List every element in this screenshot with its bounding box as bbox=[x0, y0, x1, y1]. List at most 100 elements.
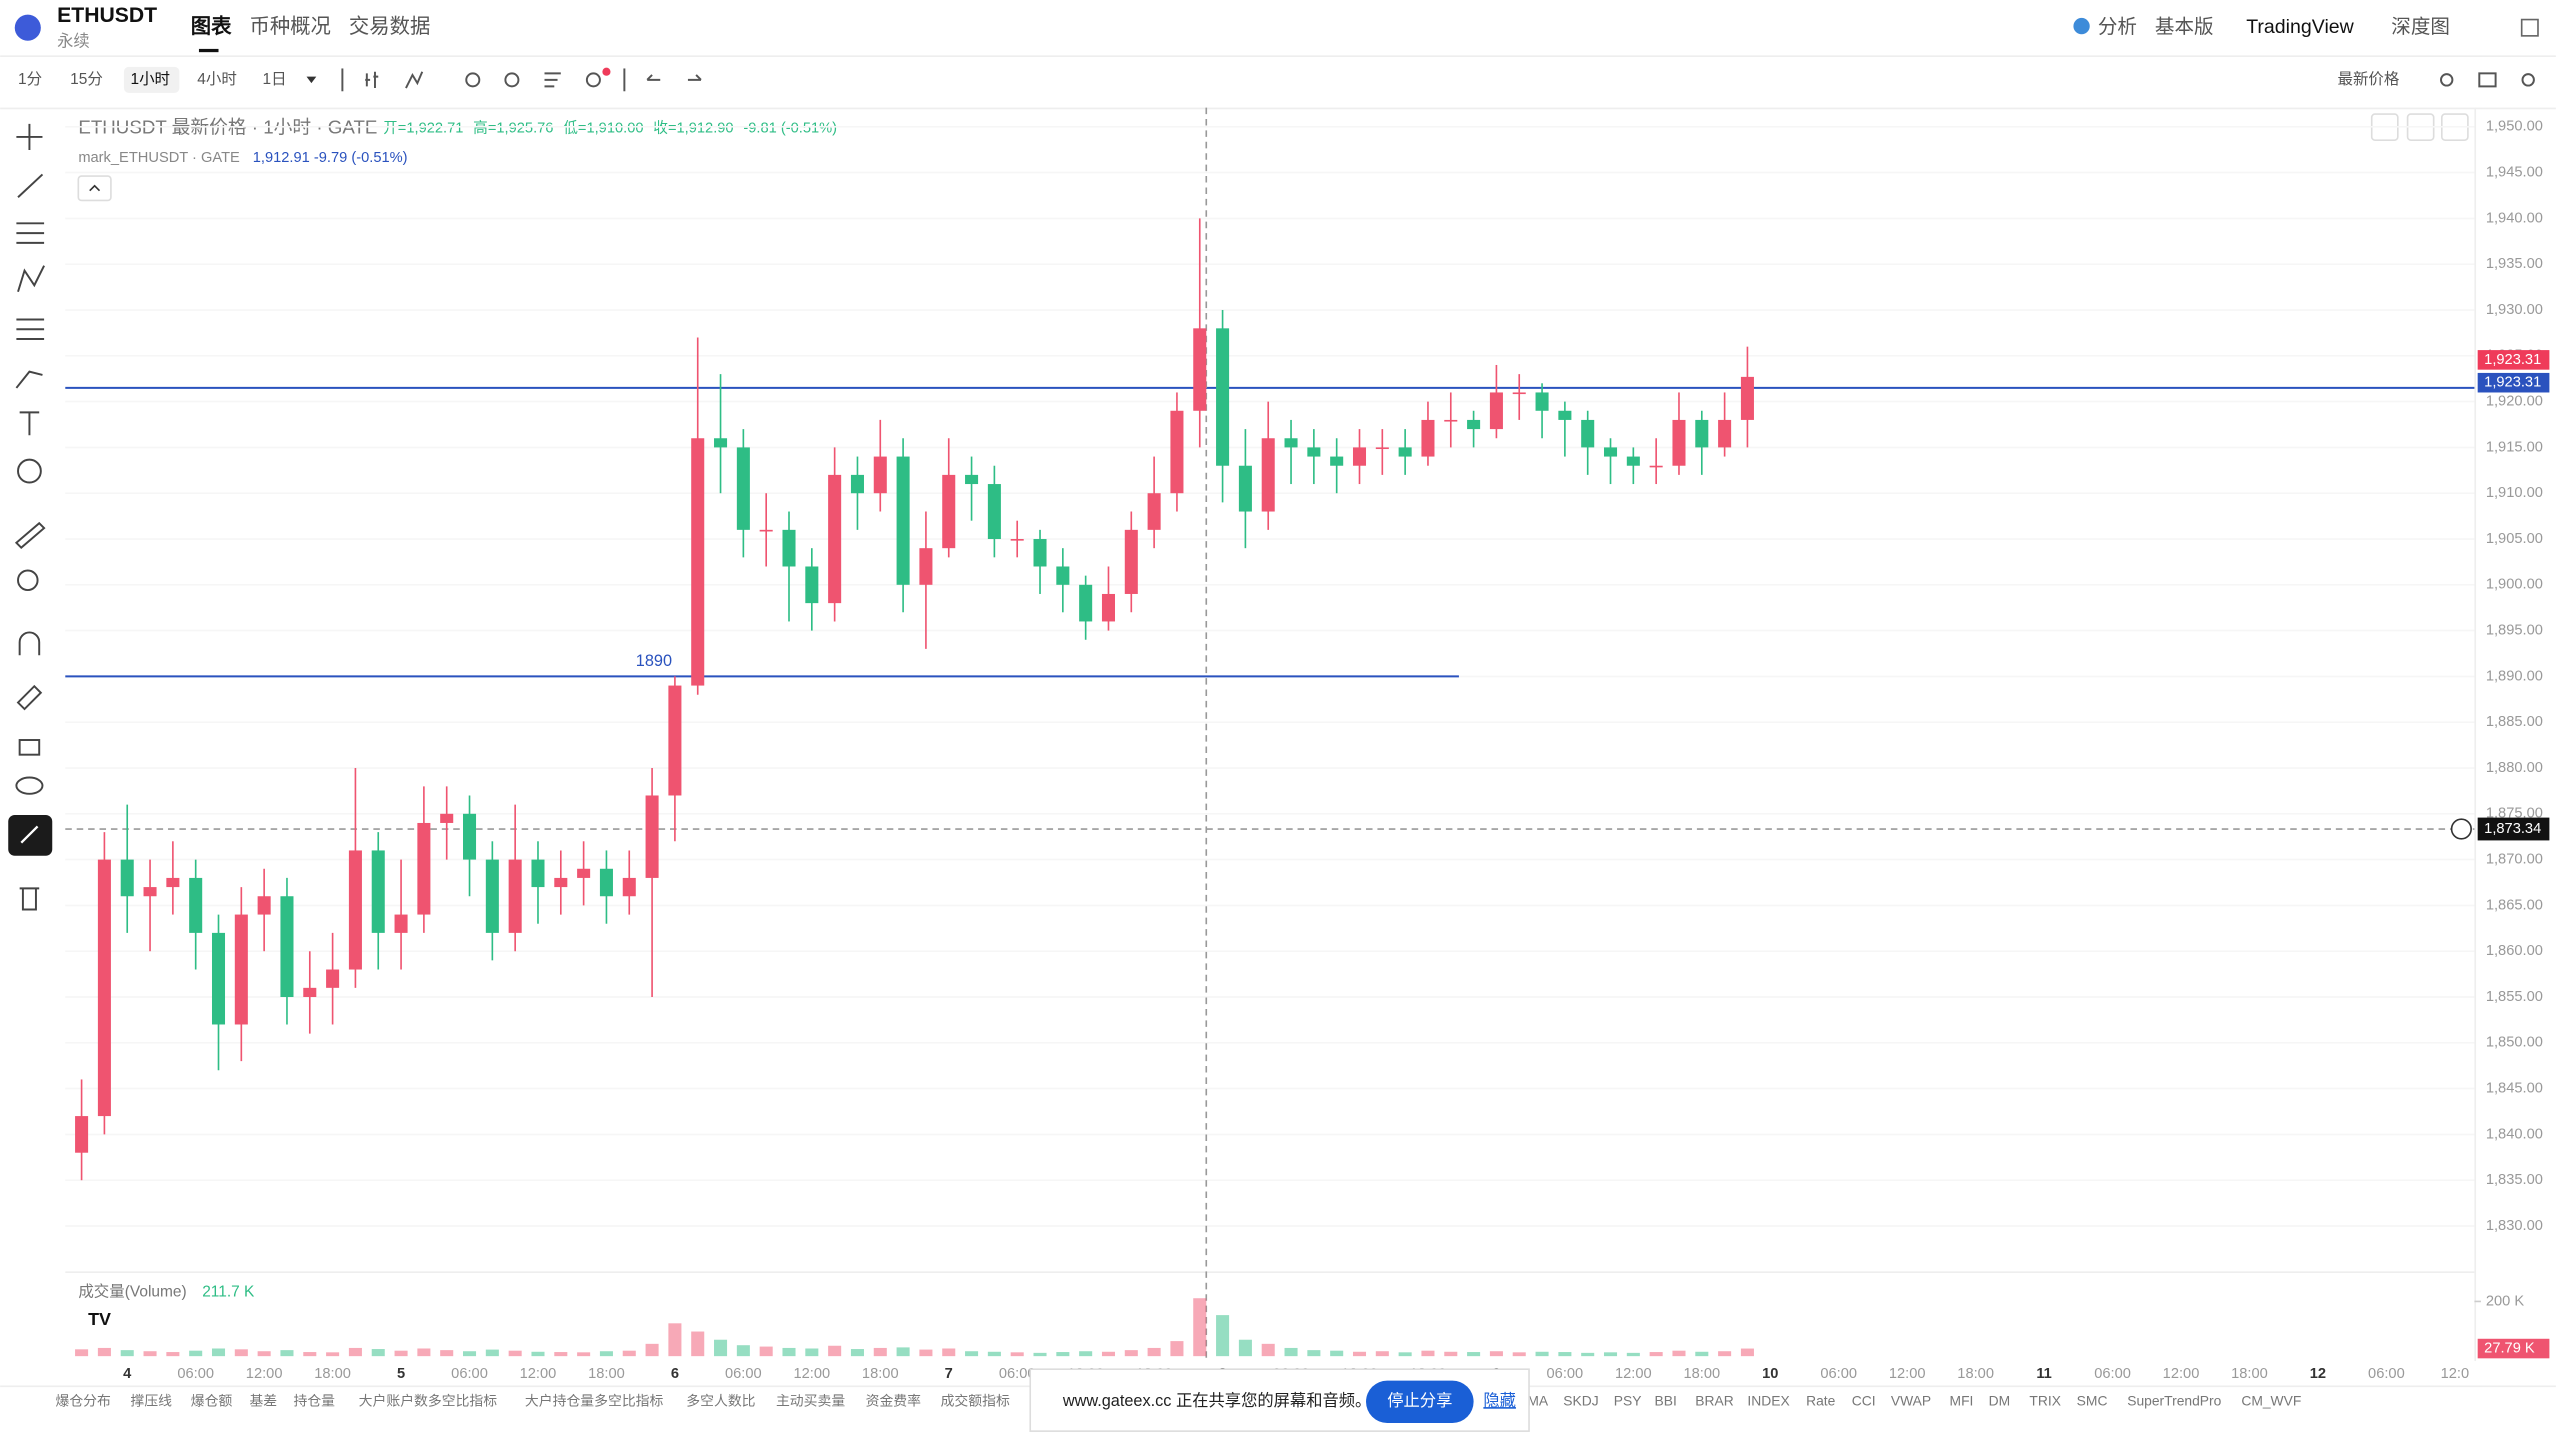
x-tick-label: 18:00 bbox=[862, 1366, 899, 1382]
candle-body bbox=[554, 877, 568, 888]
interval[interactable]: 1日 bbox=[263, 71, 287, 88]
top-link[interactable]: TradingView bbox=[2246, 16, 2354, 38]
volume-bar bbox=[1352, 1351, 1367, 1357]
volume-bar bbox=[1284, 1347, 1298, 1357]
y-tick-label: 1,880.00 bbox=[2486, 760, 2543, 776]
dropdown-icon[interactable] bbox=[306, 76, 317, 84]
y-tick-label: 1,940.00 bbox=[2486, 210, 2543, 226]
ohlc-label: 收=1,912.90 bbox=[653, 120, 733, 137]
volume-bar bbox=[1535, 1351, 1549, 1357]
ohlc-label: 高=1,925.76 bbox=[473, 120, 553, 137]
indicator[interactable]: VWAP bbox=[1891, 1392, 1931, 1408]
hide-link[interactable]: 隐藏 bbox=[1483, 1392, 1516, 1410]
x-tick-label: 12:0 bbox=[2441, 1366, 2470, 1382]
top-link[interactable]: 分析 bbox=[2098, 16, 2137, 38]
top-link[interactable]: 基本版 bbox=[2155, 16, 2214, 38]
candle-body bbox=[896, 456, 910, 585]
volume-bar bbox=[348, 1347, 362, 1357]
indicator[interactable]: Rate bbox=[1806, 1392, 1836, 1408]
fullscreen-icon[interactable] bbox=[2520, 18, 2539, 37]
tool-active[interactable] bbox=[8, 814, 53, 856]
indicator[interactable]: BBI bbox=[1655, 1392, 1677, 1408]
interval[interactable]: 4小时 bbox=[197, 70, 237, 88]
price-type[interactable]: 最新价格 bbox=[2337, 70, 2399, 88]
indicator[interactable]: 大户账户数多空比指标 bbox=[359, 1392, 498, 1408]
top-link[interactable]: 深度图 bbox=[2391, 16, 2450, 38]
indicator[interactable]: 撑压线 bbox=[130, 1392, 172, 1408]
tab[interactable]: 币种概况 bbox=[249, 15, 330, 38]
indicator[interactable]: PSY bbox=[1614, 1392, 1642, 1408]
indicator[interactable]: 持仓量 bbox=[293, 1392, 335, 1408]
indicator[interactable]: SKDJ bbox=[1563, 1392, 1598, 1408]
candle-body bbox=[166, 877, 180, 888]
candle-body bbox=[1444, 419, 1458, 422]
volume-tag-label: 27.79 K bbox=[2484, 1340, 2535, 1356]
candle-body bbox=[1330, 456, 1344, 466]
candle-body bbox=[508, 859, 522, 933]
candle-body bbox=[805, 566, 819, 604]
indicator[interactable]: 基差 bbox=[249, 1392, 277, 1408]
stop-label[interactable]: 停止分享 bbox=[1387, 1392, 1452, 1410]
interval[interactable]: 15分 bbox=[70, 70, 103, 88]
volume-bar bbox=[97, 1347, 111, 1357]
crosshair-plus bbox=[2450, 818, 2472, 840]
y-tick-label: 1,850.00 bbox=[2486, 1035, 2543, 1051]
candle-body bbox=[1421, 419, 1435, 457]
indicator[interactable]: CM_WVF bbox=[2241, 1392, 2301, 1408]
indicator[interactable]: 成交额指标 bbox=[941, 1392, 1010, 1408]
indicator[interactable]: MA bbox=[1527, 1392, 1549, 1408]
interval[interactable]: 1分 bbox=[18, 70, 42, 88]
indicator[interactable]: DM bbox=[1989, 1392, 2011, 1408]
volume-bar bbox=[896, 1347, 910, 1357]
indicator[interactable]: TRIX bbox=[2029, 1392, 2061, 1408]
x-tick-label: 06:00 bbox=[1820, 1366, 1857, 1382]
indicator[interactable]: MFI bbox=[1950, 1392, 1974, 1408]
volume-bar bbox=[1489, 1351, 1503, 1357]
interval[interactable]: 1小时 bbox=[130, 70, 170, 88]
volume-bar bbox=[234, 1349, 248, 1357]
indicator[interactable]: 爆仓分布 bbox=[56, 1392, 112, 1408]
volume-bar bbox=[326, 1352, 340, 1357]
analysis-icon bbox=[2073, 17, 2090, 35]
x-tick-label: 10 bbox=[1762, 1366, 1778, 1382]
indicator[interactable]: 多空人数比 bbox=[686, 1392, 755, 1408]
tab[interactable]: 交易数据 bbox=[349, 15, 430, 38]
indicator[interactable]: INDEX bbox=[1747, 1392, 1789, 1408]
candle-body bbox=[348, 850, 362, 970]
volume-bar bbox=[143, 1351, 157, 1357]
indicator[interactable]: BRAR bbox=[1695, 1392, 1733, 1408]
indicator[interactable]: 主动买卖量 bbox=[776, 1392, 845, 1408]
y-tick-label: 1,895.00 bbox=[2486, 622, 2543, 638]
candle-body bbox=[1010, 539, 1024, 541]
tab[interactable]: 图表 bbox=[191, 14, 232, 38]
volume-bar bbox=[919, 1349, 933, 1357]
volume-bar bbox=[805, 1348, 819, 1357]
candle-body bbox=[417, 822, 431, 915]
volume-bar bbox=[508, 1350, 522, 1357]
mark-title: mark_ETHUSDT · GATE bbox=[78, 150, 240, 166]
collapse-button[interactable] bbox=[77, 175, 112, 202]
indicator[interactable]: 爆仓额 bbox=[191, 1392, 233, 1408]
crosshair-tag bbox=[2477, 817, 2550, 841]
volume-bar bbox=[1216, 1315, 1230, 1357]
x-tick-label: 11 bbox=[2036, 1366, 2052, 1382]
candle-body bbox=[1307, 447, 1321, 457]
candle-body bbox=[1512, 392, 1526, 395]
indicator[interactable]: SuperTrendPro bbox=[2127, 1392, 2221, 1408]
mark-values: 1,912.91 -9.79 (-0.51%) bbox=[253, 150, 408, 166]
indicator[interactable]: 大户持仓量多空比指标 bbox=[525, 1392, 664, 1408]
stop-button[interactable] bbox=[1366, 1380, 1474, 1423]
indicator[interactable]: 资金费率 bbox=[866, 1392, 922, 1408]
indicator[interactable]: CCI bbox=[1852, 1392, 1876, 1408]
volume-bar bbox=[691, 1331, 705, 1357]
x-tick-label: 12:00 bbox=[1615, 1366, 1652, 1382]
candle-body bbox=[371, 850, 385, 933]
y-tick-label: 1,870.00 bbox=[2486, 851, 2543, 867]
volume-bar bbox=[577, 1352, 591, 1357]
x-tick-label: 18:00 bbox=[314, 1366, 351, 1382]
volume-bar bbox=[75, 1349, 89, 1357]
volume-bar bbox=[189, 1350, 203, 1357]
indicator[interactable]: SMC bbox=[2077, 1392, 2108, 1408]
symbol[interactable]: ETHUSDT bbox=[57, 4, 157, 27]
candle-body bbox=[257, 896, 271, 915]
